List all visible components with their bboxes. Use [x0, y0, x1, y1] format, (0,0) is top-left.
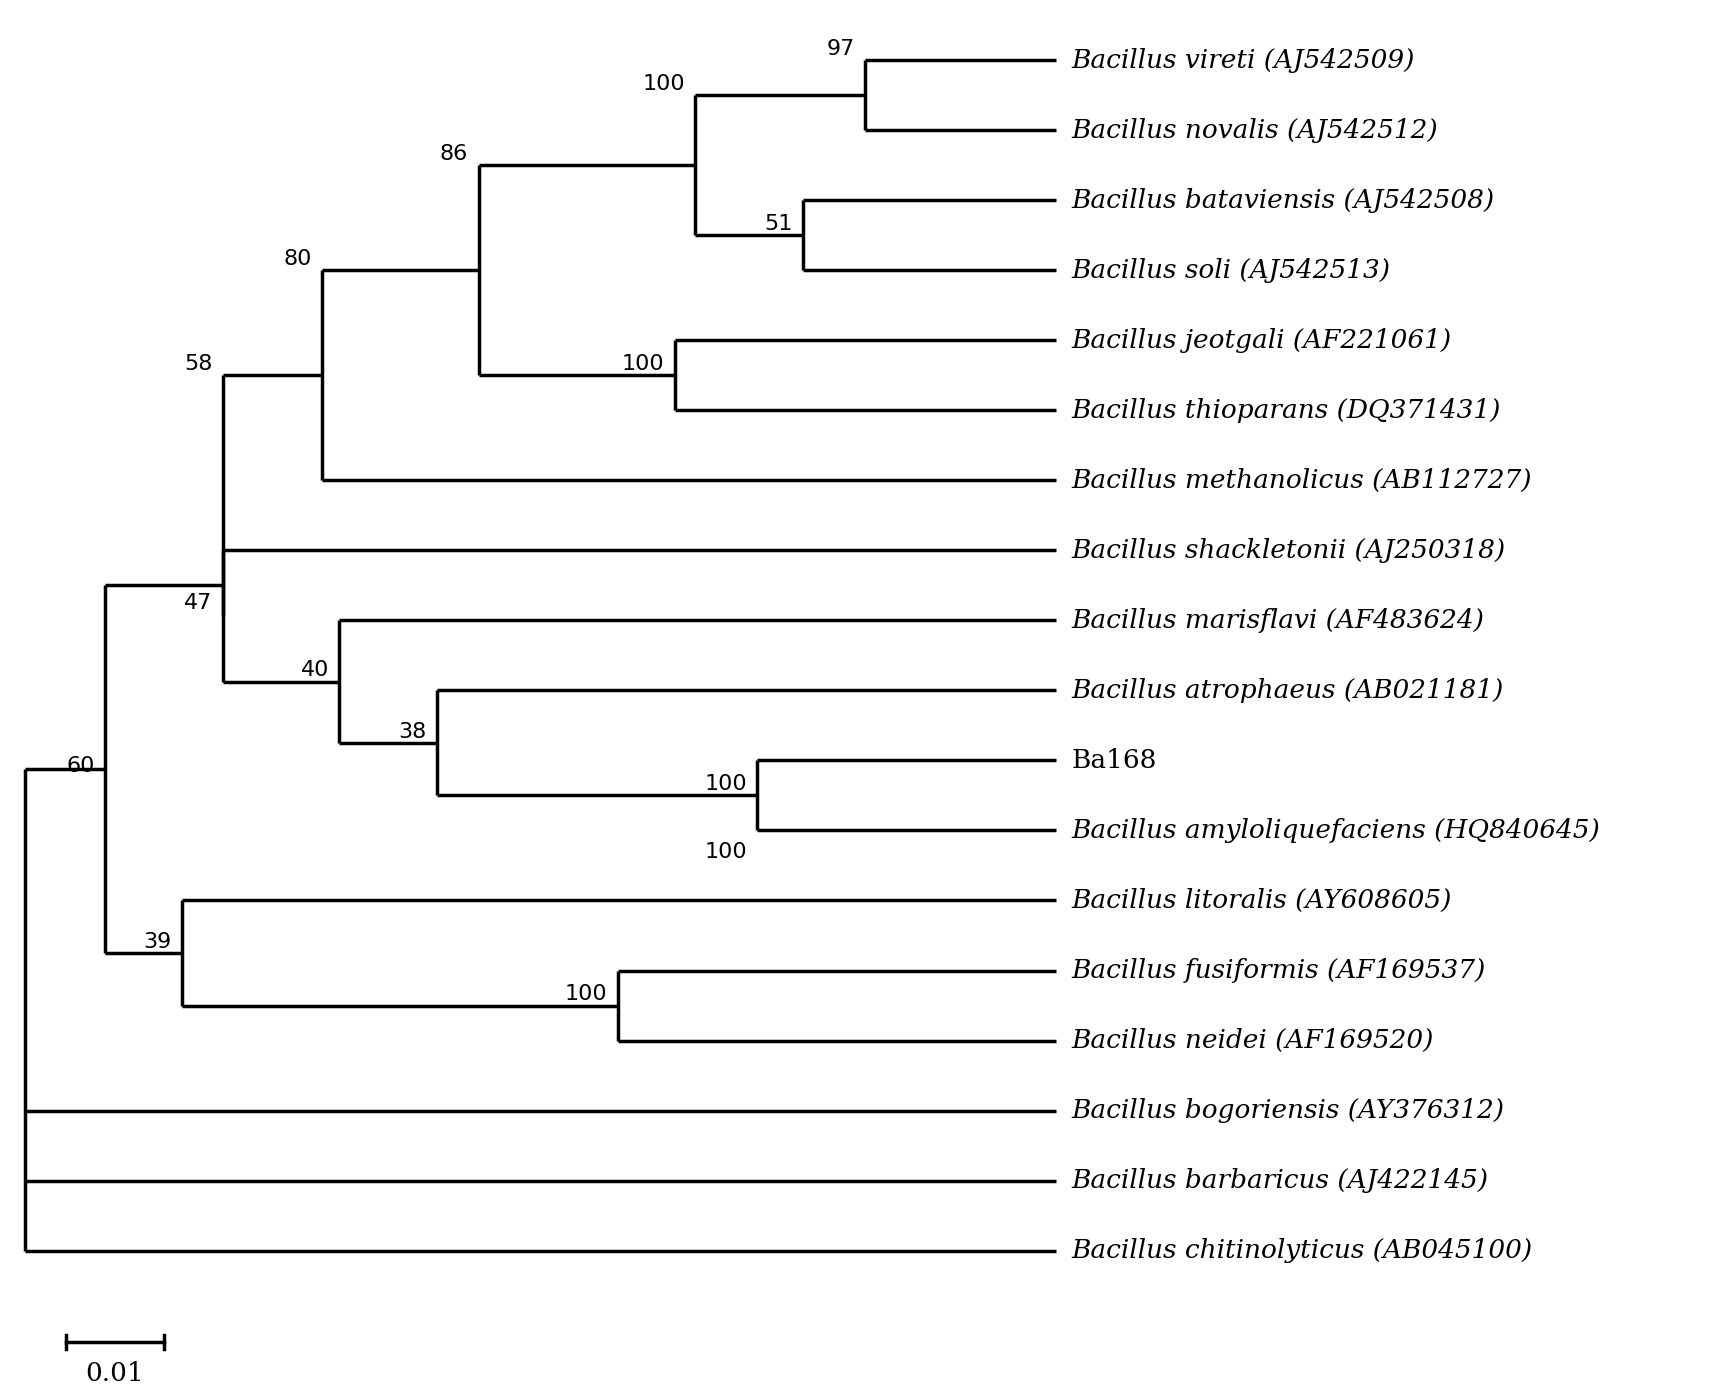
Text: Bacillus methanolicus (AB112727): Bacillus methanolicus (AB112727): [1071, 468, 1532, 493]
Text: 97: 97: [826, 39, 856, 59]
Text: Bacillus neidei (AF169520): Bacillus neidei (AF169520): [1071, 1028, 1433, 1053]
Text: Bacillus litoralis (AY608605): Bacillus litoralis (AY608605): [1071, 888, 1452, 914]
Text: Bacillus barbaricus (AJ422145): Bacillus barbaricus (AJ422145): [1071, 1168, 1489, 1193]
Text: Bacillus atrophaeus (AB021181): Bacillus atrophaeus (AB021181): [1071, 678, 1504, 703]
Text: Bacillus soli (AJ542513): Bacillus soli (AJ542513): [1071, 258, 1390, 282]
Text: 0.01: 0.01: [86, 1361, 145, 1386]
Text: 39: 39: [143, 932, 171, 951]
Text: 38: 38: [398, 721, 428, 742]
Text: 100: 100: [704, 774, 747, 793]
Text: 100: 100: [704, 842, 747, 862]
Text: Bacillus bataviensis (AJ542508): Bacillus bataviensis (AJ542508): [1071, 187, 1494, 212]
Text: Bacillus fusiformis (AF169537): Bacillus fusiformis (AF169537): [1071, 958, 1485, 983]
Text: Bacillus chitinolyticus (AB045100): Bacillus chitinolyticus (AB045100): [1071, 1238, 1534, 1263]
Text: Bacillus shackletonii (AJ250318): Bacillus shackletonii (AJ250318): [1071, 538, 1506, 563]
Text: 86: 86: [440, 144, 467, 163]
Text: 51: 51: [764, 214, 794, 233]
Text: 100: 100: [642, 74, 685, 94]
Text: Bacillus novalis (AJ542512): Bacillus novalis (AJ542512): [1071, 117, 1439, 142]
Text: 80: 80: [283, 249, 312, 268]
Text: 100: 100: [564, 983, 607, 1004]
Text: 60: 60: [67, 756, 95, 777]
Text: Bacillus thioparans (DQ371431): Bacillus thioparans (DQ371431): [1071, 398, 1501, 423]
Text: 40: 40: [300, 659, 329, 680]
Text: Bacillus amyloliquefaciens (HQ840645): Bacillus amyloliquefaciens (HQ840645): [1071, 819, 1601, 842]
Text: Bacillus marisflavi (AF483624): Bacillus marisflavi (AF483624): [1071, 608, 1485, 633]
Text: Ba168: Ba168: [1071, 747, 1157, 773]
Text: 100: 100: [621, 353, 664, 374]
Text: 58: 58: [185, 353, 212, 374]
Text: Bacillus bogoriensis (AY376312): Bacillus bogoriensis (AY376312): [1071, 1098, 1504, 1123]
Text: Bacillus vireti (AJ542509): Bacillus vireti (AJ542509): [1071, 47, 1414, 73]
Text: Bacillus jeotgali (AF221061): Bacillus jeotgali (AF221061): [1071, 328, 1452, 353]
Text: 47: 47: [185, 594, 212, 613]
